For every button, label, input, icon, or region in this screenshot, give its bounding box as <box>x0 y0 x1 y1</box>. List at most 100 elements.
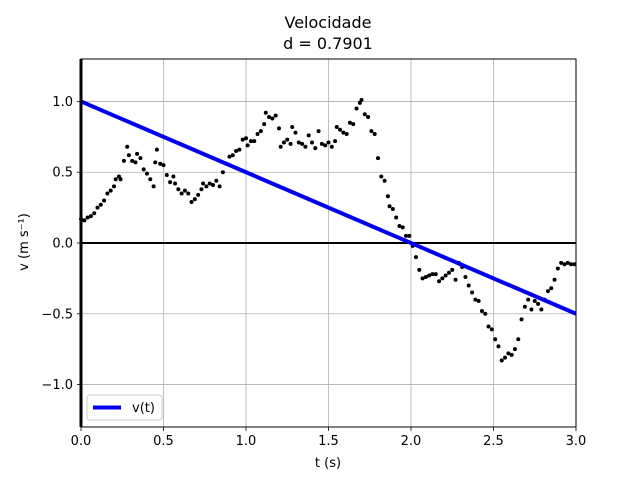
data-point <box>572 262 577 267</box>
data-point <box>88 214 93 219</box>
y-tick-label: −1.0 <box>41 378 73 393</box>
data-point <box>113 177 118 182</box>
data-point <box>446 270 451 275</box>
data-point <box>536 301 541 306</box>
data-point <box>440 276 445 281</box>
data-point <box>366 115 371 120</box>
data-point <box>323 143 328 148</box>
y-ticks: −1.0 −0.5 0.0 0.5 1.0 <box>41 95 81 393</box>
data-point <box>341 130 346 135</box>
y-tick-label: 0.0 <box>52 237 73 252</box>
data-point <box>112 184 116 189</box>
x-tick-label: 0.5 <box>153 434 174 449</box>
data-point <box>258 129 263 134</box>
y-tick-label: −0.5 <box>41 307 73 322</box>
data-point <box>316 129 321 134</box>
data-point <box>288 141 293 146</box>
data-point <box>359 98 364 103</box>
data-point <box>145 171 149 176</box>
data-point <box>230 153 235 158</box>
data-point <box>397 224 402 229</box>
data-point <box>496 344 501 349</box>
data-point <box>171 174 176 179</box>
data-point <box>433 272 438 277</box>
data-point <box>234 149 239 153</box>
data-point <box>539 307 544 312</box>
data-point <box>227 154 232 159</box>
data-point <box>319 141 324 146</box>
data-point <box>98 202 103 207</box>
data-point <box>281 140 286 145</box>
data-point <box>486 324 491 329</box>
data-point <box>376 156 380 161</box>
data-point <box>293 130 298 135</box>
data-point <box>164 173 169 178</box>
data-point <box>503 355 508 360</box>
data-point <box>329 144 334 149</box>
x-tick-label: 1.5 <box>318 434 339 449</box>
data-point <box>390 207 395 212</box>
data-point <box>245 143 250 148</box>
data-point <box>248 139 253 144</box>
data-point <box>351 122 356 127</box>
data-point <box>278 144 283 149</box>
data-point <box>473 297 478 302</box>
data-point <box>138 156 143 161</box>
data-point <box>512 347 517 352</box>
data-point <box>244 136 248 141</box>
data-point <box>285 137 290 142</box>
data-point <box>105 191 110 196</box>
data-point <box>125 144 130 149</box>
data-point <box>154 147 159 152</box>
series-line-v-t <box>80 99 577 316</box>
data-point <box>176 187 181 192</box>
data-point <box>506 351 511 356</box>
data-point <box>126 153 131 158</box>
data-point <box>404 233 409 238</box>
x-tick-label: 3.0 <box>566 434 587 449</box>
data-point <box>130 158 135 163</box>
chart-subtitle: d = 0.7901 <box>283 34 373 53</box>
data-point <box>158 161 163 166</box>
data-point <box>483 311 488 316</box>
data-point <box>199 187 204 192</box>
data-point <box>372 132 377 137</box>
data-point <box>400 225 405 230</box>
data-point <box>148 177 153 182</box>
data-point <box>179 191 184 196</box>
data-point <box>121 158 126 163</box>
x-tick-label: 2.5 <box>483 434 504 449</box>
data-point <box>182 188 187 193</box>
data-point <box>82 218 87 223</box>
data-point <box>385 194 390 199</box>
data-point <box>237 147 242 152</box>
legend: v(t) <box>86 394 163 421</box>
data-point <box>214 178 219 183</box>
data-point <box>326 140 331 145</box>
data-point <box>509 352 514 357</box>
x-axis-label: t (s) <box>315 456 341 471</box>
data-point <box>303 144 308 149</box>
data-point <box>463 274 468 279</box>
data-point <box>407 233 412 238</box>
data-point <box>85 215 90 220</box>
y-axis-label: v (m s⁻¹) <box>17 213 32 271</box>
data-point <box>499 358 504 363</box>
data-point <box>135 151 140 156</box>
data-point <box>420 276 425 281</box>
data-point <box>526 297 531 302</box>
data-point <box>334 124 339 129</box>
data-point <box>382 178 387 183</box>
data-point <box>255 132 260 137</box>
data-point <box>277 126 281 131</box>
data-point <box>437 279 442 284</box>
data-point <box>133 160 138 165</box>
data-point <box>333 139 338 144</box>
data-point <box>417 267 422 272</box>
data-point <box>186 191 191 196</box>
data-point <box>522 304 527 309</box>
data-point <box>196 192 201 197</box>
data-point <box>394 215 399 220</box>
data-point <box>95 205 100 210</box>
